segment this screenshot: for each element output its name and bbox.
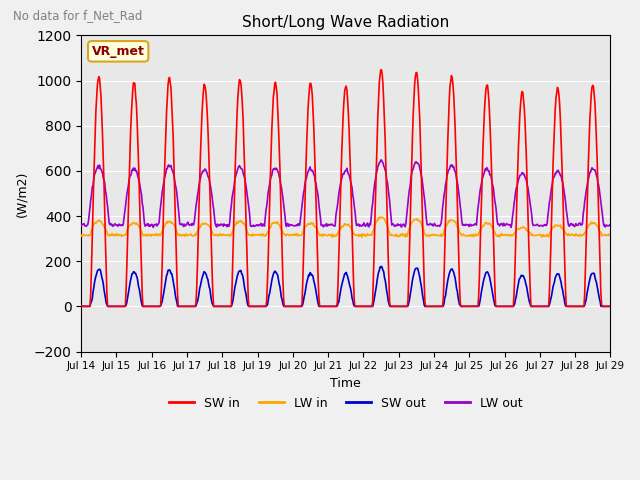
X-axis label: Time: Time <box>330 377 361 390</box>
Title: Short/Long Wave Radiation: Short/Long Wave Radiation <box>242 15 449 30</box>
Y-axis label: (W/m2): (W/m2) <box>15 170 28 216</box>
Text: No data for f_Net_Rad: No data for f_Net_Rad <box>13 9 142 22</box>
Legend: SW in, LW in, SW out, LW out: SW in, LW in, SW out, LW out <box>164 392 527 415</box>
Text: VR_met: VR_met <box>92 45 145 58</box>
